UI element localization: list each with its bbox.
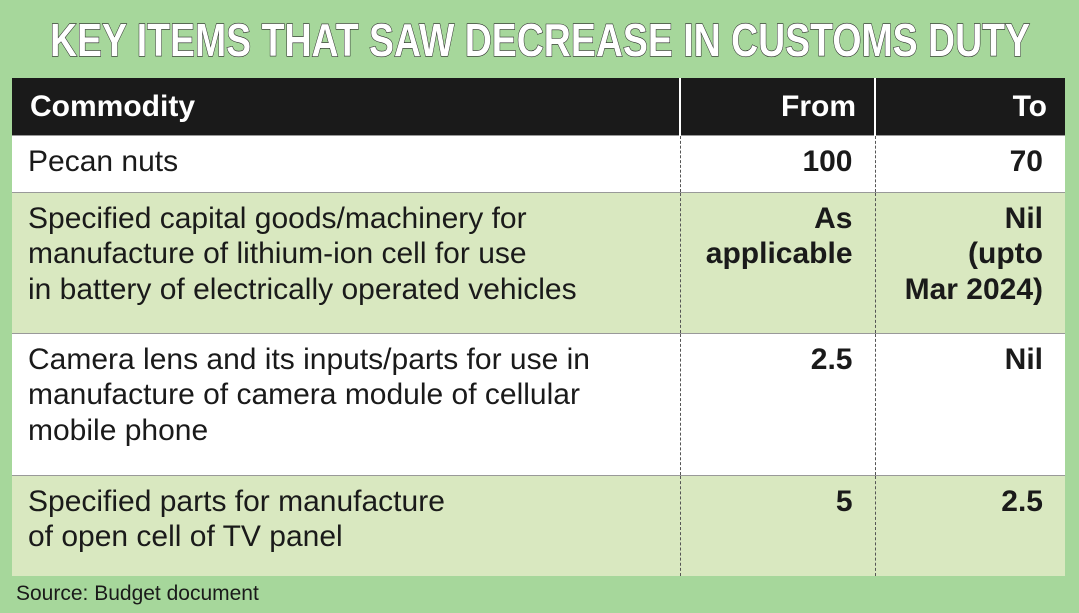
commodity-cell: Specified capital goods/machinery for ma…	[12, 192, 680, 334]
table-row: Pecan nuts 100 70	[12, 135, 1065, 193]
duty-cell: Nil	[874, 333, 1065, 476]
duty-cell: 100	[679, 135, 875, 193]
commodity-cell: Specified parts for manufacture of open …	[12, 475, 680, 576]
duty-table: Commodity From To Pecan nuts 100 70 Specifi…	[12, 78, 1065, 576]
duty-cell: 2.5	[679, 333, 875, 476]
column-header: To	[874, 78, 1065, 136]
duty-cell: 5	[679, 475, 875, 576]
duty-cell: 70	[874, 135, 1065, 193]
duty-cell: As applicable	[679, 192, 875, 334]
commodity-cell: Camera lens and its inputs/parts for use…	[12, 333, 680, 476]
table-row: Camera lens and its inputs/parts for use…	[12, 333, 1065, 476]
table-row: Specified capital goods/machinery for ma…	[12, 192, 1065, 334]
commodity-cell: Pecan nuts	[12, 135, 680, 193]
duty-cell: 2.5	[874, 475, 1065, 576]
column-header: Commodity	[12, 78, 680, 136]
header-row: Commodity From To	[12, 78, 1065, 136]
column-header: From	[679, 78, 875, 136]
title-bar: KEY ITEMS THAT SAW DECREASE IN CUSTOMS D…	[49, 13, 1030, 66]
title: KEY ITEMS THAT SAW DECREASE IN CUSTOMS D…	[50, 14, 1030, 66]
duty-cell: Nil (upto Mar 2024)	[874, 192, 1065, 334]
source: Source: Budget document	[16, 582, 259, 605]
table-row: Specified parts for manufacture of open …	[12, 475, 1065, 576]
